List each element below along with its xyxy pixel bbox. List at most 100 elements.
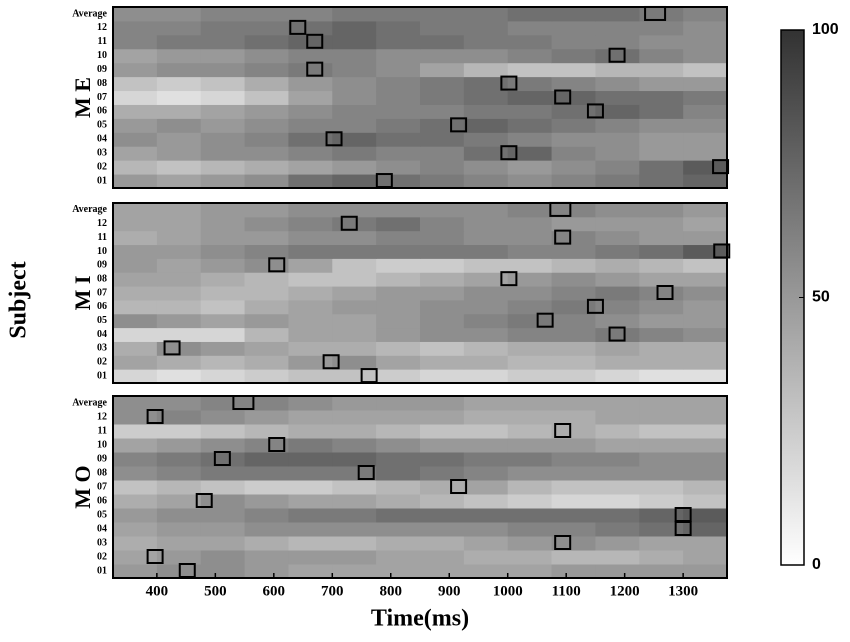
heat-cell bbox=[551, 327, 596, 342]
heat-cell bbox=[639, 522, 684, 537]
heat-cell bbox=[463, 438, 509, 453]
heat-cell bbox=[463, 355, 509, 370]
heat-cell bbox=[200, 355, 246, 370]
heat-cell bbox=[463, 118, 509, 133]
heat-cell bbox=[683, 313, 728, 329]
heat-cell bbox=[463, 230, 509, 246]
heat-cell bbox=[551, 118, 596, 133]
heat-cell bbox=[376, 118, 421, 133]
heat-cell bbox=[376, 48, 421, 64]
heat-cell bbox=[244, 258, 289, 273]
panel-label: M E bbox=[70, 77, 95, 118]
heat-cell bbox=[551, 146, 596, 161]
panel-label: M O bbox=[70, 465, 95, 508]
heat-cell bbox=[595, 299, 640, 315]
heat-cell bbox=[551, 76, 596, 92]
heat-cell bbox=[639, 272, 684, 287]
heat-cell bbox=[244, 244, 289, 259]
heat-cell bbox=[420, 341, 465, 356]
heat-cell bbox=[683, 62, 728, 78]
peak-marker bbox=[306, 33, 324, 49]
heat-cell bbox=[639, 20, 684, 36]
heat-cell bbox=[683, 299, 728, 315]
heat-cell bbox=[332, 174, 377, 189]
heat-cell bbox=[288, 327, 333, 342]
heat-cell bbox=[551, 244, 596, 259]
heat-cell bbox=[507, 146, 553, 161]
heat-cell bbox=[376, 62, 421, 78]
heat-cell bbox=[595, 132, 640, 147]
heat-cell bbox=[156, 299, 202, 315]
heat-cell bbox=[639, 174, 684, 189]
heat-cell bbox=[376, 508, 421, 523]
heat-cell bbox=[420, 508, 465, 523]
heat-cell bbox=[200, 146, 246, 161]
heat-cell bbox=[463, 494, 509, 509]
heat-cell bbox=[639, 508, 684, 523]
row-label: 12 bbox=[97, 411, 107, 422]
heat-cell bbox=[551, 132, 596, 147]
heat-cell bbox=[288, 230, 333, 246]
heat-cell bbox=[200, 410, 246, 425]
heat-cell bbox=[288, 174, 333, 189]
heat-cell bbox=[200, 7, 246, 22]
heat-cell bbox=[156, 396, 202, 411]
heat-cell bbox=[332, 396, 377, 411]
row-label: 03 bbox=[97, 147, 107, 158]
heat-cell bbox=[244, 480, 289, 495]
heat-cell bbox=[113, 564, 158, 579]
heat-cell bbox=[639, 160, 684, 175]
heat-cell bbox=[595, 536, 640, 551]
heat-cell bbox=[200, 286, 246, 301]
row-label: 04 bbox=[97, 523, 107, 534]
heat-cell bbox=[551, 160, 596, 175]
heat-cell bbox=[332, 355, 377, 370]
heat-cell bbox=[507, 480, 553, 495]
heat-cell bbox=[200, 299, 246, 315]
row-label: 02 bbox=[97, 357, 107, 368]
heat-cell bbox=[463, 160, 509, 175]
peak-marker bbox=[306, 61, 324, 77]
heat-cell bbox=[507, 62, 553, 78]
x-tick-label: 1300 bbox=[668, 583, 698, 599]
peak-marker bbox=[195, 493, 213, 508]
heat-cell bbox=[507, 90, 553, 105]
heat-cell bbox=[595, 341, 640, 356]
heat-cell bbox=[683, 355, 728, 370]
heat-cell bbox=[683, 90, 728, 105]
heat-cell bbox=[244, 299, 289, 315]
heat-cell bbox=[376, 20, 421, 36]
heat-cell bbox=[332, 104, 377, 119]
heat-cell bbox=[288, 244, 333, 259]
heat-cell bbox=[683, 466, 728, 481]
heat-cell bbox=[507, 508, 553, 523]
heat-cell bbox=[332, 90, 377, 105]
heat-cell bbox=[683, 160, 728, 175]
heat-cell bbox=[683, 424, 728, 439]
row-label: 07 bbox=[97, 481, 107, 492]
heat-cell bbox=[639, 104, 684, 119]
heat-cell bbox=[595, 508, 640, 523]
heat-cell bbox=[420, 452, 465, 467]
heat-cell bbox=[463, 313, 509, 329]
heat-cell bbox=[551, 410, 596, 425]
heat-cell bbox=[244, 327, 289, 342]
heat-cell bbox=[420, 132, 465, 147]
colorbar-tick-label: 100 bbox=[812, 21, 839, 38]
heat-cell bbox=[507, 20, 553, 36]
x-tick-label: 700 bbox=[321, 583, 344, 599]
heat-cell bbox=[288, 216, 333, 232]
heat-cell bbox=[200, 90, 246, 105]
heat-cell bbox=[113, 146, 158, 161]
peak-marker bbox=[712, 159, 730, 175]
heat-cell bbox=[156, 327, 202, 342]
heat-cell bbox=[376, 216, 421, 232]
row-label: 06 bbox=[97, 301, 107, 312]
heat-cell bbox=[332, 216, 377, 232]
heat-cell bbox=[420, 286, 465, 301]
heat-cell bbox=[244, 20, 289, 36]
heat-cell bbox=[507, 203, 553, 218]
heat-cell bbox=[376, 550, 421, 565]
heat-cell bbox=[639, 76, 684, 92]
panel-frame bbox=[112, 395, 728, 579]
